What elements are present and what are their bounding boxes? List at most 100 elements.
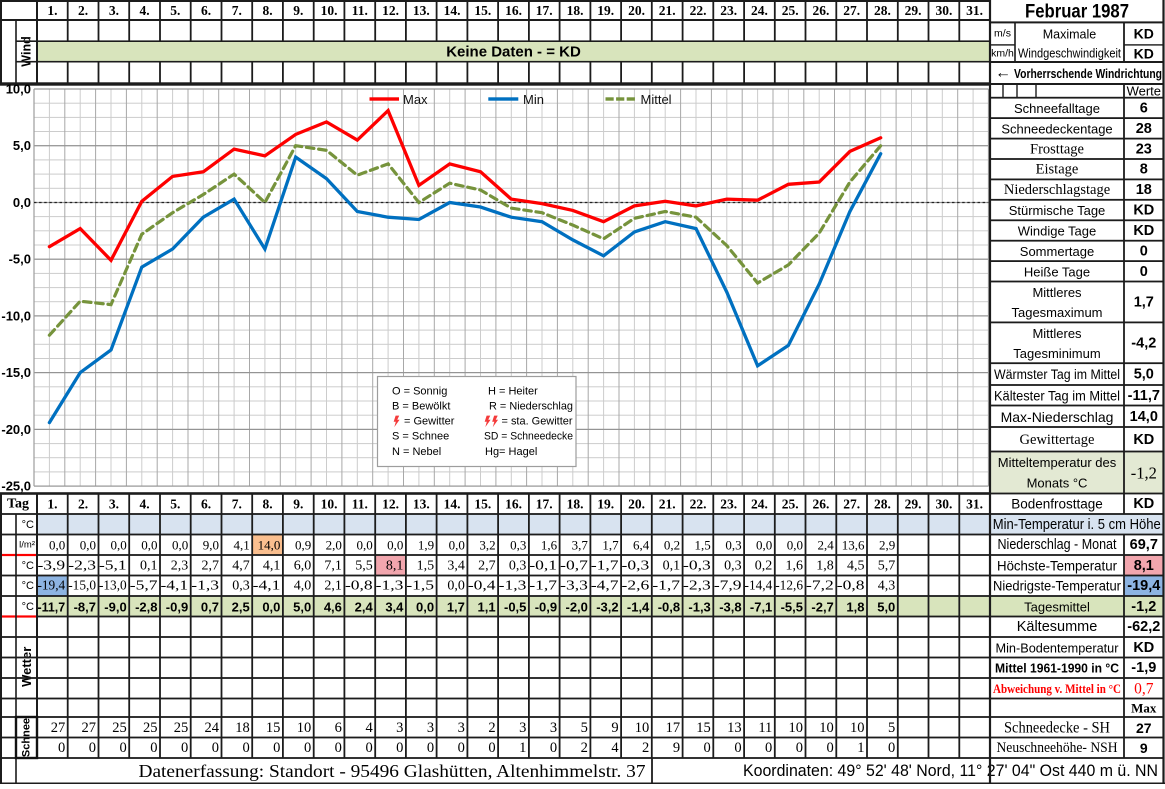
svg-text:-62,2: -62,2 — [1127, 619, 1160, 635]
svg-text:0,3: 0,3 — [724, 558, 742, 573]
svg-text:-3,8: -3,8 — [719, 599, 741, 614]
svg-text:R = Niederschlag: R = Niederschlag — [489, 400, 573, 412]
svg-text:9.: 9. — [293, 497, 303, 512]
svg-text:0: 0 — [427, 740, 434, 756]
svg-text:4.: 4. — [140, 497, 150, 512]
svg-text:10: 10 — [635, 720, 650, 736]
svg-text:25.: 25. — [782, 497, 799, 512]
svg-text:28.: 28. — [874, 497, 891, 512]
svg-text:Neuschneehöhe- NSH: Neuschneehöhe- NSH — [997, 740, 1118, 756]
svg-text:Gewittertage: Gewittertage — [1020, 432, 1095, 448]
svg-text:Schneefalltage: Schneefalltage — [1014, 101, 1100, 116]
svg-text:13.: 13. — [413, 497, 430, 512]
svg-text:0,3: 0,3 — [510, 538, 526, 553]
svg-text:1,7: 1,7 — [447, 599, 465, 614]
svg-text:2.: 2. — [78, 497, 88, 512]
svg-text:2,0: 2,0 — [326, 538, 342, 553]
svg-text:-0,8: -0,8 — [345, 579, 373, 594]
svg-text:0,1: 0,1 — [140, 558, 158, 573]
svg-text:5.: 5. — [170, 3, 180, 18]
svg-text:0,3: 0,3 — [509, 558, 527, 573]
svg-text:27: 27 — [1136, 720, 1152, 736]
svg-text:-9,0: -9,0 — [104, 599, 126, 614]
svg-text:29.: 29. — [905, 497, 922, 512]
svg-text:11.: 11. — [352, 3, 368, 18]
svg-text:5.: 5. — [170, 497, 180, 512]
svg-text:Windige Tage: Windige Tage — [1018, 224, 1097, 239]
svg-text:10: 10 — [789, 720, 804, 736]
svg-text:-2,7: -2,7 — [811, 599, 833, 614]
svg-text:-11,7: -11,7 — [37, 599, 65, 614]
svg-text:14.: 14. — [444, 3, 461, 18]
svg-text:18.: 18. — [567, 3, 584, 18]
svg-text:6: 6 — [1140, 100, 1148, 116]
svg-text:4,0: 4,0 — [294, 579, 312, 594]
svg-text:= Gewitter: = Gewitter — [404, 415, 455, 427]
svg-text:Eistage: Eistage — [1036, 162, 1079, 178]
svg-text:10: 10 — [850, 720, 865, 736]
svg-text:0: 0 — [150, 740, 157, 756]
svg-text:Bodenfrosttage: Bodenfrosttage — [1011, 497, 1103, 512]
svg-text:10.: 10. — [321, 497, 338, 512]
svg-text:2,1: 2,1 — [324, 579, 342, 594]
svg-text:3: 3 — [427, 720, 434, 736]
svg-text:16.: 16. — [505, 497, 522, 512]
svg-text:10.: 10. — [321, 3, 338, 18]
svg-text:-0,1: -0,1 — [529, 558, 557, 573]
svg-text:7.: 7. — [232, 497, 242, 512]
svg-text:13.: 13. — [413, 3, 430, 18]
svg-text:-2,3: -2,3 — [683, 579, 711, 594]
svg-text:2: 2 — [581, 740, 588, 756]
svg-text:2,4: 2,4 — [355, 599, 374, 614]
svg-text:2,3: 2,3 — [171, 558, 189, 573]
svg-text:9,0: 9,0 — [203, 538, 219, 553]
svg-text:31.: 31. — [966, 3, 983, 18]
svg-text:0: 0 — [796, 740, 803, 756]
svg-text:Abweichung v. Mittel in °C: Abweichung v. Mittel in °C — [993, 682, 1121, 696]
svg-text:20.: 20. — [628, 3, 645, 18]
svg-text:6.: 6. — [201, 3, 211, 18]
svg-text:Min-Bodentemperatur: Min-Bodentemperatur — [996, 640, 1120, 655]
svg-text:-15,0: -15,0 — [68, 579, 96, 594]
svg-text:Max: Max — [403, 92, 428, 107]
svg-text:0: 0 — [89, 740, 96, 756]
svg-text:10,0: 10,0 — [6, 82, 31, 97]
svg-text:30.: 30. — [935, 497, 952, 512]
svg-text:S = Schnee: S = Schnee — [392, 431, 449, 443]
svg-text:4.: 4. — [140, 3, 150, 18]
svg-text:Februar 1987: Februar 1987 — [1025, 1, 1129, 23]
svg-text:-1,7: -1,7 — [529, 579, 557, 594]
svg-text:8,1: 8,1 — [1134, 558, 1154, 574]
svg-text:17: 17 — [666, 720, 681, 736]
svg-text:5,7: 5,7 — [878, 558, 896, 573]
svg-text:-4,2: -4,2 — [1131, 335, 1156, 351]
svg-text:24: 24 — [205, 720, 220, 736]
svg-text:Vorherrschende Windrichtung: Vorherrschende Windrichtung — [1014, 66, 1162, 81]
svg-text:KD: KD — [1133, 223, 1154, 239]
svg-text:29.: 29. — [905, 3, 922, 18]
svg-text:-2,6: -2,6 — [622, 579, 650, 594]
svg-text:-1,4: -1,4 — [627, 599, 650, 614]
svg-text:O = Sonnig: O = Sonnig — [392, 385, 447, 397]
svg-text:Wind: Wind — [20, 36, 34, 66]
svg-text:13: 13 — [727, 720, 742, 736]
svg-text:Schneedeckentage: Schneedeckentage — [1001, 121, 1112, 136]
svg-text:24.: 24. — [751, 3, 768, 18]
svg-text:0,2: 0,2 — [664, 538, 680, 553]
svg-text:°C: °C — [22, 519, 34, 531]
svg-text:0,7: 0,7 — [1134, 680, 1154, 697]
svg-text:14,0: 14,0 — [1130, 409, 1158, 425]
svg-text:-5,7: -5,7 — [130, 579, 158, 594]
svg-text:21.: 21. — [659, 497, 676, 512]
svg-text:Niedrigste-Temperatur: Niedrigste-Temperatur — [993, 579, 1121, 594]
svg-text:0: 0 — [888, 740, 895, 756]
svg-text:6,4: 6,4 — [633, 538, 650, 553]
svg-text:17.: 17. — [536, 3, 553, 18]
svg-text:Tagesminimum: Tagesminimum — [1013, 346, 1100, 361]
svg-text:3.: 3. — [109, 497, 119, 512]
svg-text:24.: 24. — [751, 497, 768, 512]
svg-text:0,0: 0,0 — [449, 538, 465, 553]
svg-text:Heiße Tage: Heiße Tage — [1024, 264, 1090, 279]
svg-text:Datenerfassung: Standort - 9: Datenerfassung: Standort - 95496 Glashüt… — [139, 761, 646, 781]
svg-text:Wärmster Tag im Mittel: Wärmster Tag im Mittel — [994, 367, 1120, 382]
